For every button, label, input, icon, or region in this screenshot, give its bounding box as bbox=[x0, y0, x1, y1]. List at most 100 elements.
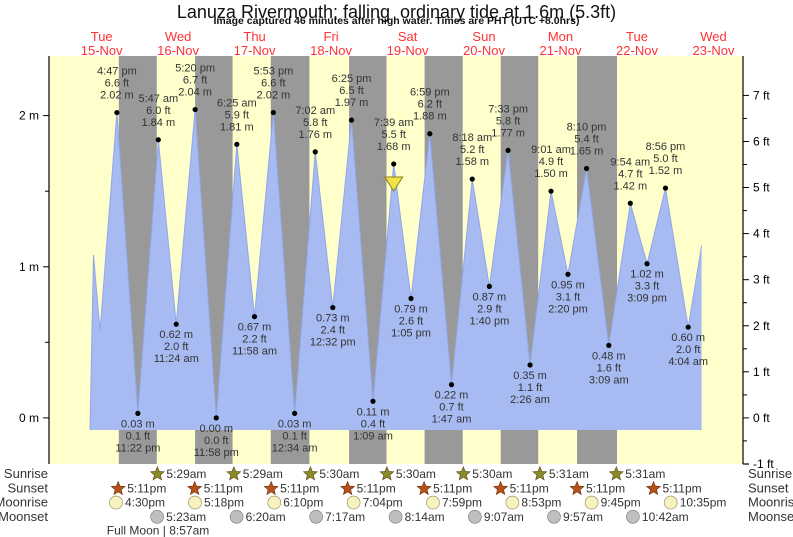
svg-text:5.4 ft: 5.4 ft bbox=[574, 134, 598, 146]
svg-text:7:17am: 7:17am bbox=[325, 510, 365, 524]
svg-text:2 m: 2 m bbox=[19, 109, 39, 123]
svg-text:8:14am: 8:14am bbox=[405, 510, 445, 524]
svg-text:4 ft: 4 ft bbox=[753, 227, 770, 241]
svg-text:5:23am: 5:23am bbox=[166, 510, 206, 524]
svg-text:1.58 m: 1.58 m bbox=[455, 156, 489, 168]
svg-text:5:11pm: 5:11pm bbox=[433, 482, 472, 496]
svg-text:Fri: Fri bbox=[324, 29, 339, 44]
svg-text:10:35pm: 10:35pm bbox=[680, 496, 727, 510]
svg-text:6:20am: 6:20am bbox=[246, 510, 286, 524]
svg-text:9:45pm: 9:45pm bbox=[601, 496, 641, 510]
svg-text:0.03 m: 0.03 m bbox=[278, 418, 312, 430]
svg-text:5:18pm: 5:18pm bbox=[204, 496, 244, 510]
svg-text:1.77 m: 1.77 m bbox=[491, 127, 525, 139]
svg-text:1.76 m: 1.76 m bbox=[298, 129, 332, 141]
svg-text:0.87 m: 0.87 m bbox=[473, 291, 507, 303]
svg-text:Sunrise: Sunrise bbox=[748, 466, 792, 481]
svg-text:Full Moon | 8:57am: Full Moon | 8:57am bbox=[107, 524, 210, 537]
svg-text:5:11pm: 5:11pm bbox=[510, 482, 549, 496]
svg-text:7:02 am: 7:02 am bbox=[295, 105, 335, 117]
svg-text:1.42 m: 1.42 m bbox=[613, 180, 647, 192]
svg-text:1.1 ft: 1.1 ft bbox=[518, 382, 542, 394]
svg-text:7:33 pm: 7:33 pm bbox=[488, 103, 528, 115]
svg-text:0.79 m: 0.79 m bbox=[394, 303, 428, 315]
svg-text:Thu: Thu bbox=[243, 29, 265, 44]
svg-text:1:40 pm: 1:40 pm bbox=[469, 315, 509, 327]
svg-text:Sunset: Sunset bbox=[748, 481, 789, 496]
svg-text:23-Nov: 23-Nov bbox=[693, 43, 735, 58]
svg-text:1.6 ft: 1.6 ft bbox=[597, 362, 621, 374]
svg-text:5.8 ft: 5.8 ft bbox=[303, 117, 327, 129]
svg-text:1 m: 1 m bbox=[19, 260, 39, 274]
svg-text:2:26 am: 2:26 am bbox=[510, 394, 550, 406]
svg-text:0.73 m: 0.73 m bbox=[316, 313, 350, 325]
svg-text:8:10 pm: 8:10 pm bbox=[567, 122, 607, 134]
svg-text:2.0 ft: 2.0 ft bbox=[164, 341, 188, 353]
svg-text:6.0 ft: 6.0 ft bbox=[146, 105, 170, 117]
svg-text:Moonset: Moonset bbox=[0, 509, 48, 524]
svg-text:8:56 pm: 8:56 pm bbox=[646, 141, 686, 153]
svg-text:5:29am: 5:29am bbox=[166, 467, 206, 481]
svg-text:Sat: Sat bbox=[398, 29, 418, 44]
svg-text:6:59 pm: 6:59 pm bbox=[410, 87, 450, 99]
svg-text:1.88 m: 1.88 m bbox=[413, 111, 447, 123]
svg-text:Wed: Wed bbox=[700, 29, 727, 44]
svg-text:1.97 m: 1.97 m bbox=[335, 97, 369, 109]
svg-text:6.6 ft: 6.6 ft bbox=[261, 78, 285, 90]
svg-text:6.7 ft: 6.7 ft bbox=[183, 75, 207, 87]
svg-text:0.03 m: 0.03 m bbox=[121, 418, 155, 430]
svg-text:0.1 ft: 0.1 ft bbox=[282, 430, 306, 442]
svg-text:0.67 m: 0.67 m bbox=[238, 322, 272, 334]
svg-text:1 ft: 1 ft bbox=[753, 365, 770, 379]
svg-text:2.2 ft: 2.2 ft bbox=[242, 334, 266, 346]
svg-text:Sunrise: Sunrise bbox=[4, 466, 48, 481]
svg-text:17-Nov: 17-Nov bbox=[234, 43, 276, 58]
svg-text:4:47 pm: 4:47 pm bbox=[97, 66, 137, 78]
svg-text:1:09 am: 1:09 am bbox=[353, 430, 393, 442]
svg-text:1.84 m: 1.84 m bbox=[142, 117, 176, 129]
svg-text:5:47 am: 5:47 am bbox=[138, 93, 178, 105]
svg-text:12:34 am: 12:34 am bbox=[272, 442, 318, 454]
svg-text:5:11pm: 5:11pm bbox=[280, 482, 319, 496]
svg-text:5:31am: 5:31am bbox=[549, 467, 589, 481]
svg-text:5.2 ft: 5.2 ft bbox=[460, 144, 484, 156]
svg-text:0.11 m: 0.11 m bbox=[357, 406, 390, 418]
svg-text:1.81 m: 1.81 m bbox=[220, 121, 254, 133]
svg-text:4:30pm: 4:30pm bbox=[125, 496, 165, 510]
svg-text:16-Nov: 16-Nov bbox=[157, 43, 199, 58]
svg-text:5:31am: 5:31am bbox=[625, 467, 665, 481]
svg-text:5:11pm: 5:11pm bbox=[357, 482, 396, 496]
svg-text:10:42am: 10:42am bbox=[642, 510, 689, 524]
svg-text:8:18 am: 8:18 am bbox=[452, 132, 492, 144]
svg-text:0.95 m: 0.95 m bbox=[551, 279, 585, 291]
svg-text:0 m: 0 m bbox=[19, 411, 39, 425]
svg-text:1:05 pm: 1:05 pm bbox=[391, 327, 431, 339]
svg-text:0.35 m: 0.35 m bbox=[513, 370, 547, 382]
svg-text:5:30am: 5:30am bbox=[396, 467, 436, 481]
svg-text:21-Nov: 21-Nov bbox=[540, 43, 582, 58]
svg-text:Tue: Tue bbox=[91, 29, 113, 44]
svg-text:5:11pm: 5:11pm bbox=[586, 482, 625, 496]
svg-text:8:53pm: 8:53pm bbox=[521, 496, 561, 510]
svg-text:5:11pm: 5:11pm bbox=[663, 482, 702, 496]
svg-text:11:58 pm: 11:58 pm bbox=[194, 447, 239, 459]
svg-text:12:32 pm: 12:32 pm bbox=[310, 337, 356, 349]
svg-text:6:10pm: 6:10pm bbox=[283, 496, 323, 510]
svg-text:1.02 m: 1.02 m bbox=[630, 269, 664, 281]
svg-text:0.60 m: 0.60 m bbox=[671, 332, 705, 344]
svg-text:0.00 m: 0.00 m bbox=[199, 423, 233, 435]
svg-text:22-Nov: 22-Nov bbox=[616, 43, 658, 58]
svg-text:5:11pm: 5:11pm bbox=[127, 482, 166, 496]
svg-text:1.68 m: 1.68 m bbox=[377, 141, 411, 153]
svg-text:4.9 ft: 4.9 ft bbox=[539, 156, 563, 168]
svg-text:5:53 pm: 5:53 pm bbox=[253, 66, 293, 78]
svg-text:3:09 am: 3:09 am bbox=[589, 374, 629, 386]
svg-text:5:29am: 5:29am bbox=[243, 467, 283, 481]
svg-text:6:25 am: 6:25 am bbox=[217, 97, 257, 109]
svg-text:3 ft: 3 ft bbox=[753, 273, 770, 287]
svg-text:11:58 am: 11:58 am bbox=[232, 346, 277, 358]
svg-text:0 ft: 0 ft bbox=[753, 411, 770, 425]
svg-text:11:24 am: 11:24 am bbox=[154, 353, 199, 365]
svg-text:1.65 m: 1.65 m bbox=[570, 146, 604, 158]
svg-text:1.52 m: 1.52 m bbox=[649, 165, 683, 177]
